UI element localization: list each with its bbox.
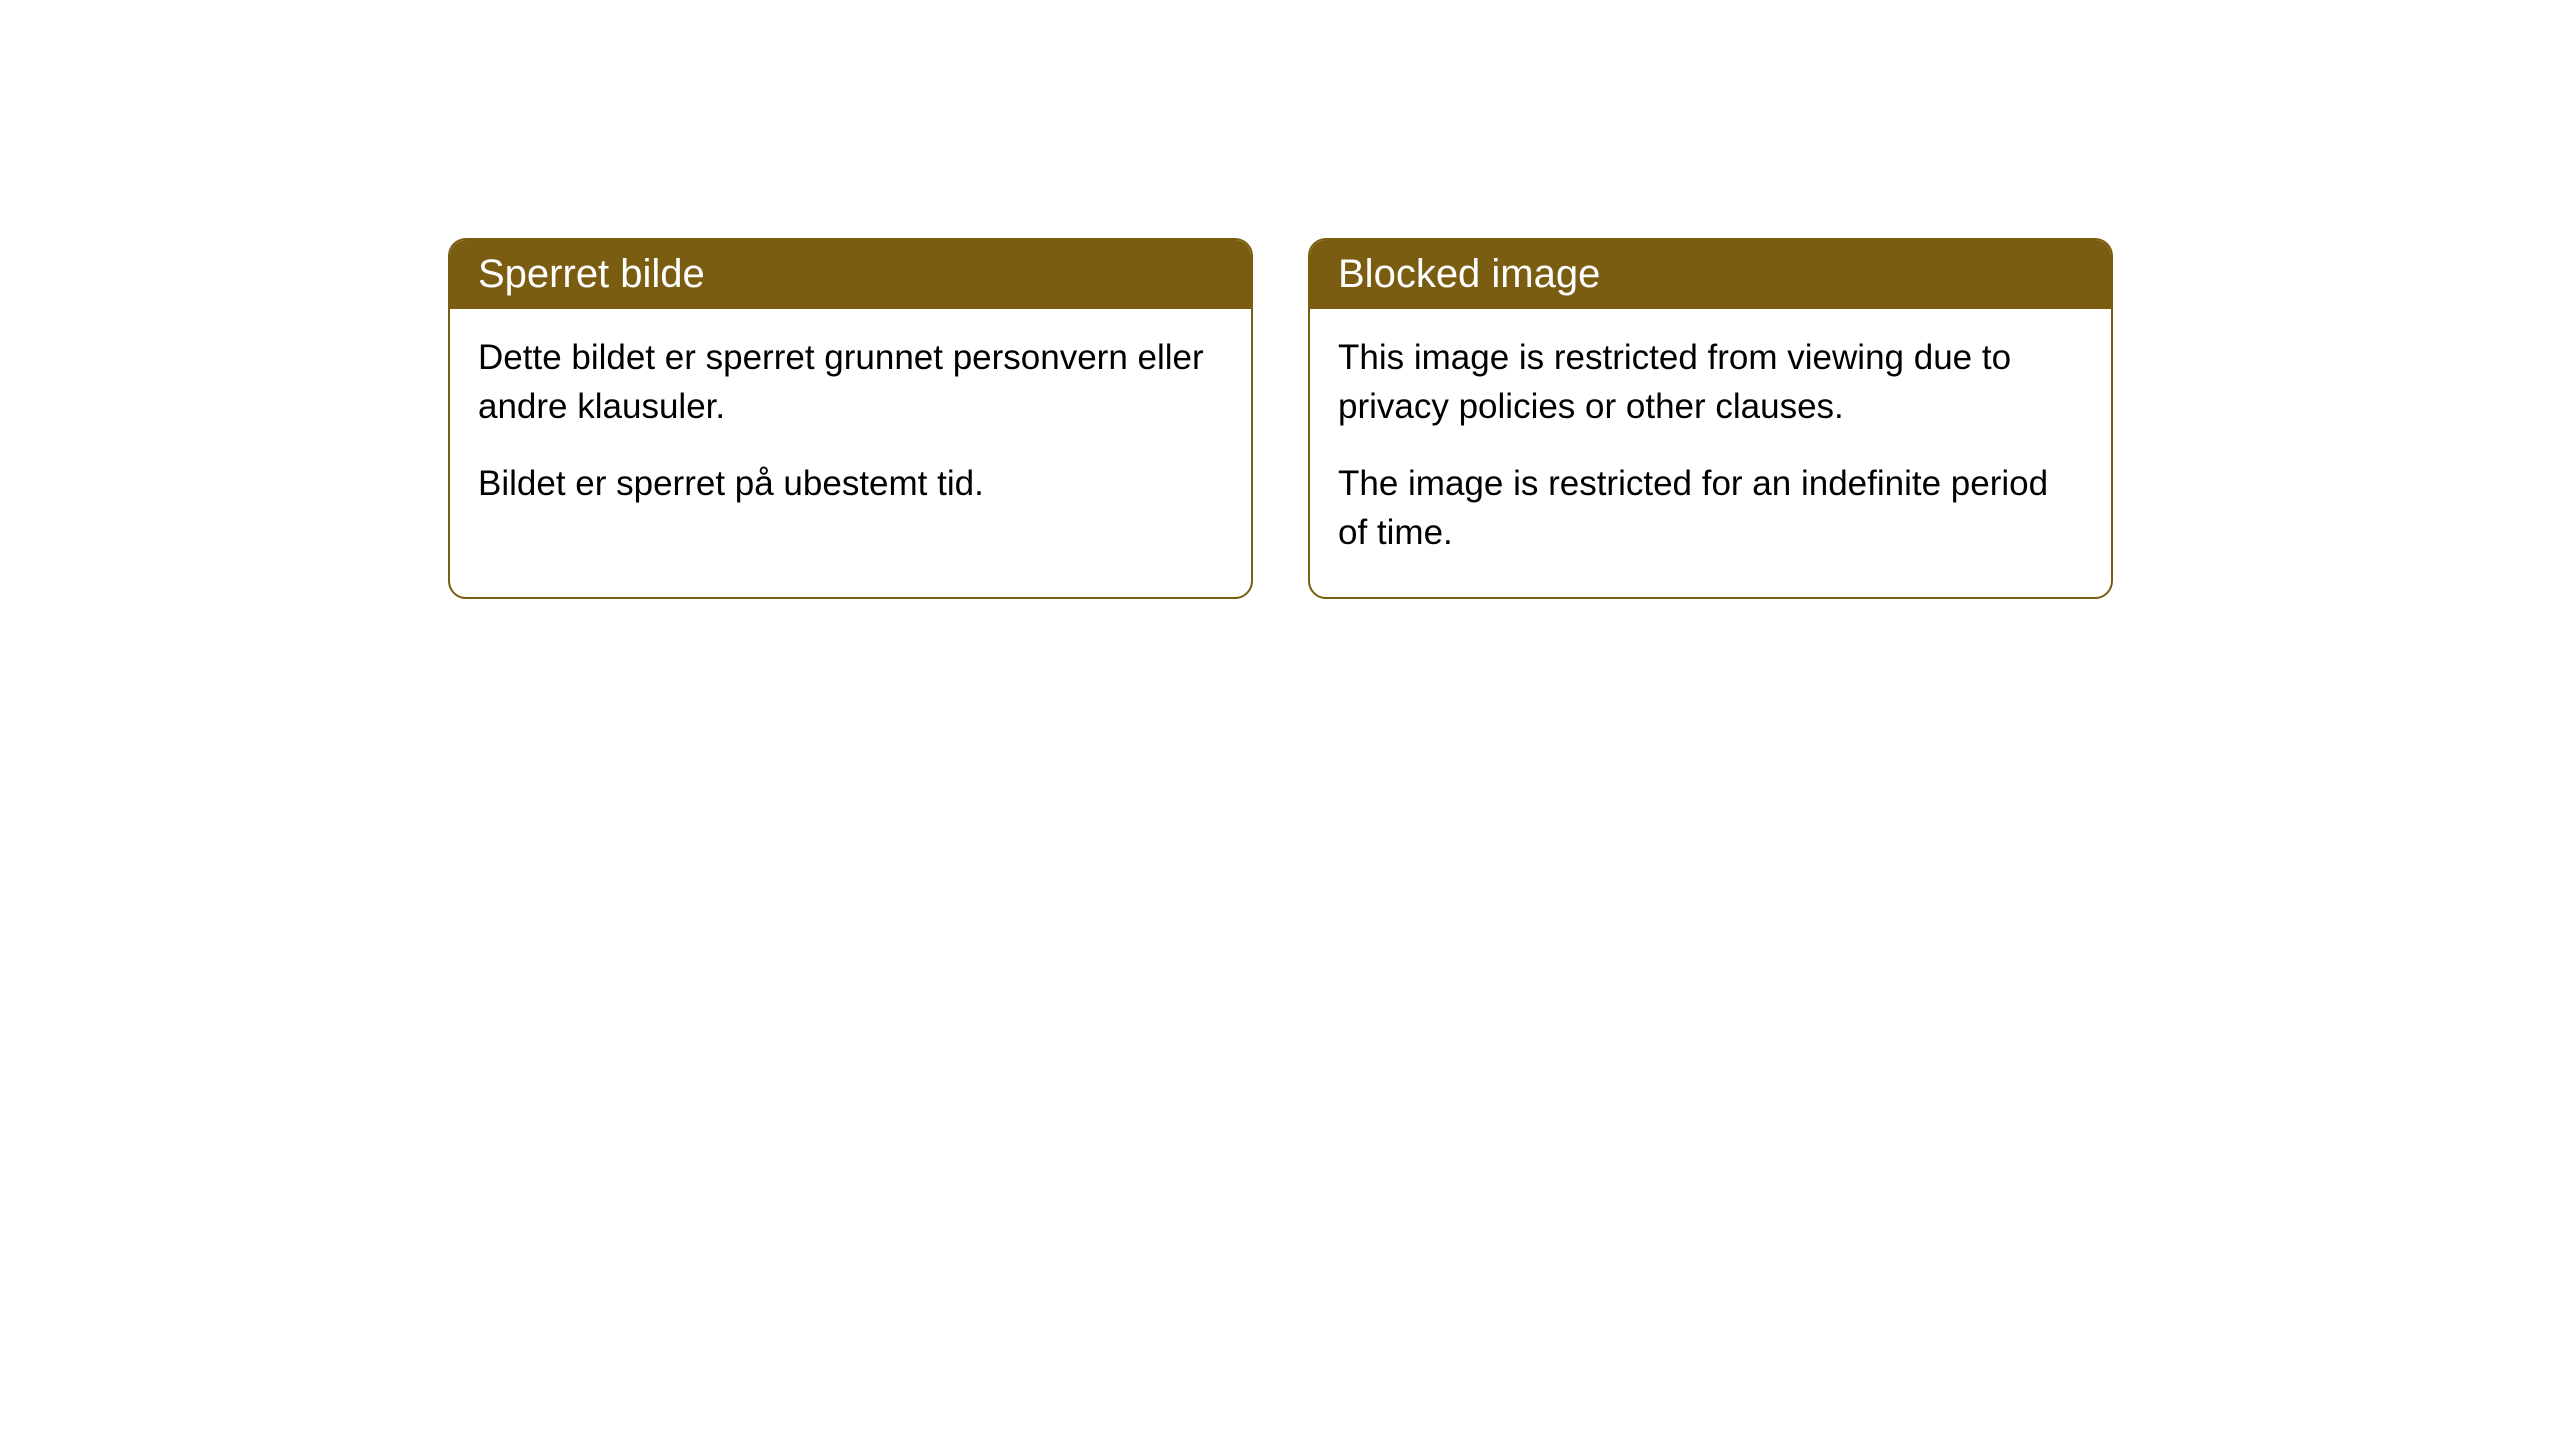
card-header: Sperret bilde (450, 240, 1251, 309)
card-paragraph: The image is restricted for an indefinit… (1338, 459, 2083, 557)
blocked-image-card-english: Blocked image This image is restricted f… (1308, 238, 2113, 599)
card-paragraph: Bildet er sperret på ubestemt tid. (478, 459, 1223, 508)
card-title: Sperret bilde (478, 252, 705, 296)
card-paragraph: Dette bildet er sperret grunnet personve… (478, 333, 1223, 431)
card-body: This image is restricted from viewing du… (1310, 309, 2111, 597)
card-paragraph: This image is restricted from viewing du… (1338, 333, 2083, 431)
notice-cards-container: Sperret bilde Dette bildet er sperret gr… (448, 238, 2113, 599)
blocked-image-card-norwegian: Sperret bilde Dette bildet er sperret gr… (448, 238, 1253, 599)
card-header: Blocked image (1310, 240, 2111, 309)
card-title: Blocked image (1338, 252, 1600, 296)
card-body: Dette bildet er sperret grunnet personve… (450, 309, 1251, 548)
